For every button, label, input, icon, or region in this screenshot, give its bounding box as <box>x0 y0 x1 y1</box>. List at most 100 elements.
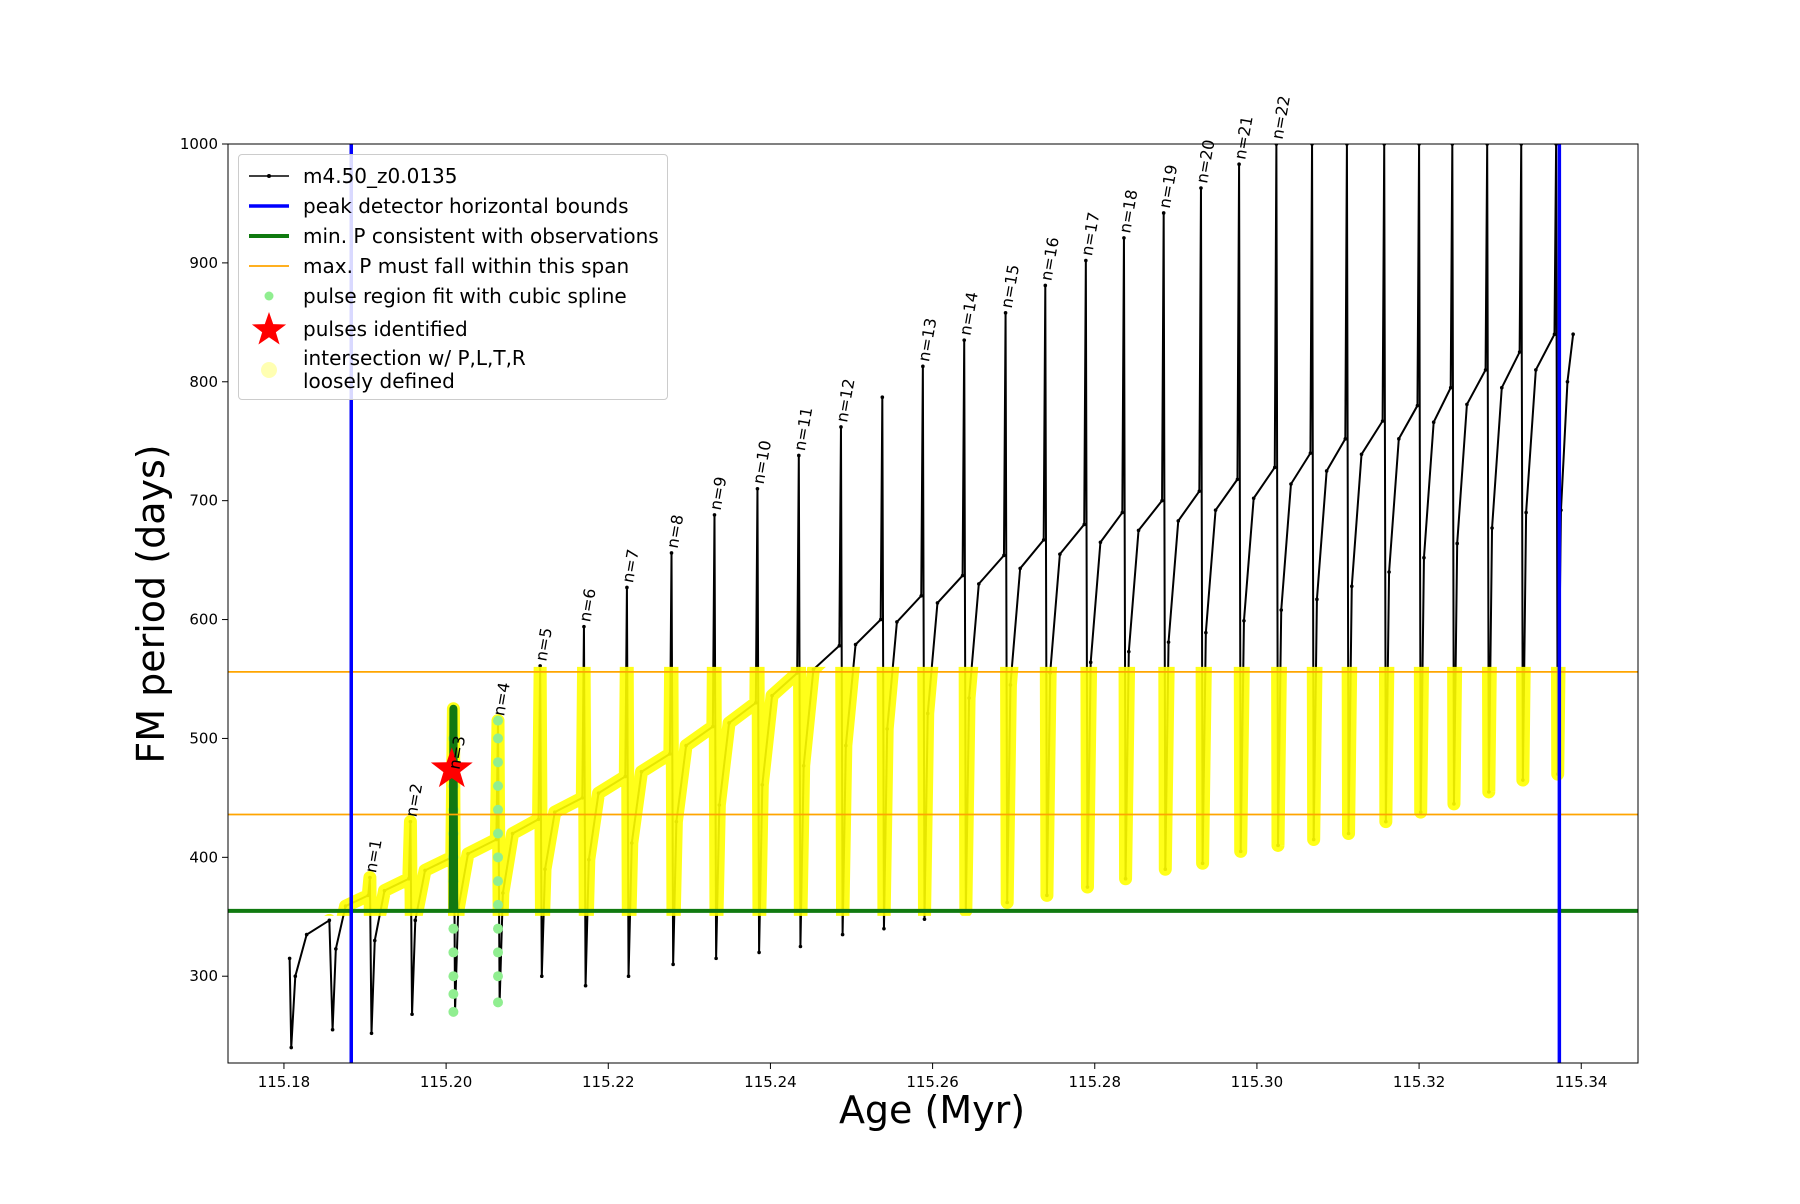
series-point <box>755 486 760 491</box>
legend-entry: peak detector horizontal bounds <box>245 191 659 221</box>
pulse-fit <box>448 704 459 911</box>
annotation: n=20 <box>1192 138 1218 185</box>
legend-label: m4.50_z0.0135 <box>303 163 458 188</box>
series-point <box>1455 541 1459 546</box>
series-point <box>1324 469 1329 473</box>
pulse-region-point <box>493 947 503 958</box>
annotation: n=9 <box>706 475 731 512</box>
annotation: n=4 <box>489 681 514 718</box>
pulse-star <box>430 747 473 788</box>
series-point <box>1136 528 1141 533</box>
y-tick-label: 500 <box>189 729 218 747</box>
x-tick-label: 115.24 <box>744 1073 797 1091</box>
series-point <box>539 974 544 979</box>
series-point <box>1041 538 1046 542</box>
series-point <box>839 425 843 429</box>
series-point <box>1315 597 1319 602</box>
annotation: n=7 <box>618 548 643 585</box>
series-point <box>977 582 981 586</box>
series-point <box>1002 553 1006 558</box>
series-point <box>1120 510 1125 515</box>
series-point <box>287 956 292 961</box>
legend-label: pulse region fit with cubic spline <box>303 283 627 308</box>
x-axis-label: Age (Myr) <box>839 1088 1025 1132</box>
series-point <box>878 617 883 622</box>
annotation: n=19 <box>1155 163 1181 210</box>
plot-frame <box>227 143 1639 1064</box>
legend-icon <box>249 265 289 267</box>
y-tick-label: 300 <box>189 967 218 985</box>
series-point <box>1199 186 1203 190</box>
series-point <box>1387 570 1391 574</box>
series-point <box>1166 640 1171 644</box>
series-point <box>1160 498 1164 503</box>
series-point <box>840 932 845 937</box>
series-point <box>1197 489 1202 493</box>
y-tick-label: 600 <box>189 611 218 629</box>
series-point <box>895 620 899 624</box>
legend-label: min. P consistent with observations <box>303 223 659 248</box>
series-point <box>1343 437 1348 441</box>
series-point <box>1082 522 1087 527</box>
series-point <box>410 1012 414 1017</box>
pulse-region-point <box>448 971 459 982</box>
series-point <box>1213 508 1218 512</box>
series-point <box>853 642 858 647</box>
legend-entry: max. P must fall within this span <box>245 251 659 281</box>
series-point <box>1415 403 1420 408</box>
series-point <box>882 926 886 931</box>
series-point <box>1058 552 1062 556</box>
pulse-region-point <box>493 899 503 910</box>
series-point <box>1018 566 1022 571</box>
y-tick-label: 800 <box>189 373 218 391</box>
series-point <box>1483 368 1488 372</box>
y-tick-label: 700 <box>189 492 218 510</box>
series-point <box>1088 660 1093 665</box>
series-point <box>1422 555 1426 560</box>
annotation: n=22 <box>1268 94 1294 141</box>
x-tick-label: 115.34 <box>1555 1073 1608 1091</box>
highlight-line <box>324 666 1566 916</box>
series-point <box>1517 350 1522 354</box>
series-point <box>538 664 542 668</box>
series-point <box>304 932 309 937</box>
annotation: n=5 <box>531 626 556 663</box>
series-point <box>1499 385 1504 390</box>
annotation: n=15 <box>997 263 1023 310</box>
legend-swatch <box>267 174 271 178</box>
series-point <box>714 956 718 961</box>
pulse-region-point <box>493 804 503 815</box>
annotation: n=10 <box>749 439 775 486</box>
series-point <box>289 1045 294 1050</box>
pulse-region-point <box>493 852 503 863</box>
series-point <box>1272 465 1277 470</box>
series-point <box>671 962 675 967</box>
series-point <box>1490 526 1494 530</box>
series-point <box>1349 584 1354 589</box>
series-point <box>1251 496 1256 501</box>
annotation: n=11 <box>790 406 816 453</box>
series-point <box>372 938 377 943</box>
series-point <box>369 1031 374 1036</box>
series-point <box>1084 258 1088 263</box>
x-tick-label: 115.26 <box>906 1073 959 1091</box>
pulse-region-point <box>493 828 503 839</box>
annotation: n=8 <box>663 513 688 550</box>
legend-entry: min. P consistent with observations <box>245 221 659 251</box>
series-point <box>1308 451 1313 455</box>
series-point <box>330 1027 335 1032</box>
series-point <box>293 974 298 979</box>
pulse-region-point <box>493 876 503 887</box>
series-point <box>583 983 588 988</box>
series-point <box>1003 311 1008 315</box>
pulse-region-point <box>493 997 503 1008</box>
annotation: n=2 <box>402 782 427 819</box>
series-point <box>1289 482 1293 486</box>
annotation: n=18 <box>1115 188 1141 235</box>
series-point <box>1242 618 1246 623</box>
series-point <box>1127 649 1131 654</box>
annotation: n=14 <box>955 290 981 337</box>
legend-entry: pulse region fit with cubic spline <box>245 281 659 311</box>
series-point <box>1359 452 1364 457</box>
series-point <box>935 601 940 605</box>
